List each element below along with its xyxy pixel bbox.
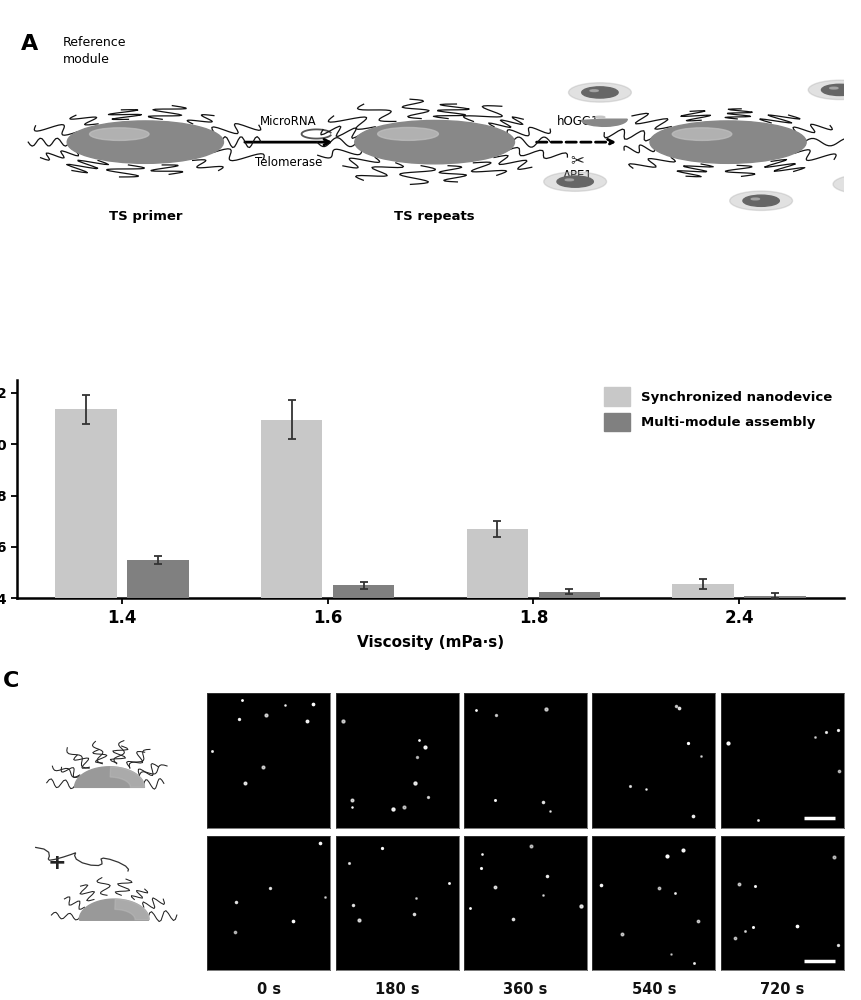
Bar (127, 560, 189, 701)
Text: Telomerase: Telomerase (255, 156, 322, 169)
Ellipse shape (751, 198, 759, 200)
Polygon shape (115, 899, 149, 920)
Text: Reference: Reference (63, 36, 127, 49)
Text: hOGG1: hOGG1 (556, 115, 599, 128)
Circle shape (821, 84, 858, 95)
Text: MicroRNA: MicroRNA (260, 115, 317, 128)
Circle shape (833, 175, 861, 194)
Bar (261, 420, 322, 701)
Ellipse shape (590, 90, 598, 92)
Circle shape (568, 83, 631, 102)
Text: ✂: ✂ (571, 151, 585, 169)
Polygon shape (110, 767, 145, 787)
Text: 180 s: 180 s (375, 982, 419, 997)
Legend: Synchronized nanodevice, Multi-module assembly: Synchronized nanodevice, Multi-module as… (598, 382, 837, 437)
Ellipse shape (595, 116, 605, 118)
Circle shape (808, 80, 861, 100)
Ellipse shape (650, 121, 806, 163)
Ellipse shape (854, 182, 861, 183)
Bar (332, 585, 394, 701)
Text: 540 s: 540 s (632, 982, 676, 997)
Ellipse shape (565, 179, 573, 181)
Text: APE1: APE1 (563, 169, 592, 182)
Text: A: A (22, 34, 39, 54)
X-axis label: Viscosity (mPa·s): Viscosity (mPa·s) (357, 635, 504, 650)
Text: TS primer: TS primer (108, 210, 182, 223)
Circle shape (743, 195, 779, 206)
Ellipse shape (672, 128, 732, 140)
Ellipse shape (67, 121, 224, 163)
Bar (55, 409, 116, 701)
Text: +: + (47, 853, 65, 873)
Text: 720 s: 720 s (760, 982, 804, 997)
Bar (745, 596, 806, 701)
Circle shape (582, 87, 618, 98)
Bar (672, 584, 734, 701)
Text: C: C (3, 671, 19, 691)
Ellipse shape (90, 128, 149, 140)
Polygon shape (79, 899, 149, 920)
Bar (467, 529, 529, 701)
Circle shape (846, 179, 861, 190)
Circle shape (544, 172, 606, 191)
Ellipse shape (378, 127, 438, 140)
Text: module: module (63, 53, 109, 66)
Text: 0 s: 0 s (257, 982, 281, 997)
Text: TS repeats: TS repeats (394, 210, 475, 223)
Circle shape (557, 176, 593, 187)
Ellipse shape (355, 120, 515, 164)
Polygon shape (75, 767, 145, 787)
Wedge shape (581, 119, 627, 126)
Text: 360 s: 360 s (504, 982, 548, 997)
Circle shape (730, 191, 792, 210)
Bar (539, 592, 600, 701)
Ellipse shape (830, 87, 838, 89)
